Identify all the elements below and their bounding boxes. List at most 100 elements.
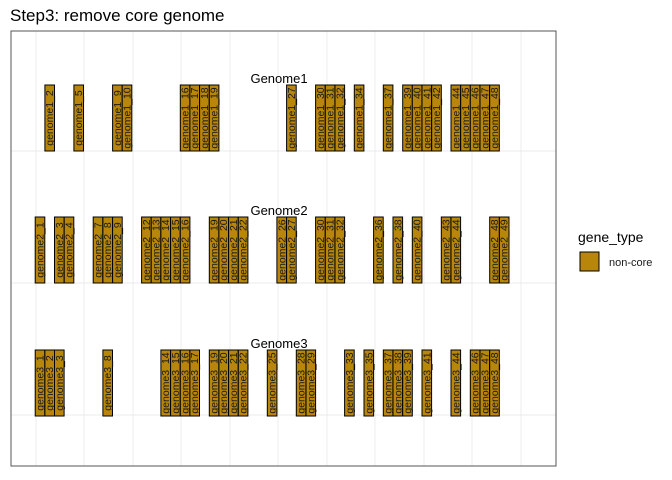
gene-box [450,216,462,284]
gene-label: genome1_40 [412,87,424,148]
legend-entries: non-core [579,251,652,272]
gene-label: genome2_43 [441,219,453,280]
gene-label: genome2_38 [392,219,404,280]
gene-label: genome1_47 [479,87,491,148]
gene-label: genome3_2 [44,355,56,411]
gene-box [344,349,355,417]
gene-box [54,349,65,417]
gene-label: genome2_20 [218,219,230,280]
chart-title: Step3: remove core genome [10,6,225,25]
gene-box [334,216,346,284]
gene-label: genome3_16 [180,352,192,413]
gene-label: genome3_38 [392,352,404,413]
gene-box [498,216,510,284]
gene-box [63,216,75,284]
gene-label: genome2_14 [160,219,172,280]
gene-label: genome1_48 [489,87,501,148]
gene-box [334,84,346,152]
gene-label: genome1_19 [209,87,221,148]
gene-box [286,216,297,284]
gene-label: genome1_2 [44,90,56,146]
gene-label: genome3_28 [296,352,308,413]
gene-label: genome3_22 [238,352,250,413]
gene-label: genome1_45 [460,87,472,148]
gene-label: genome1_9 [112,90,124,146]
gene-label: genome3_41 [421,352,433,413]
gene-box [363,349,375,417]
gene-label: genome1_18 [199,87,211,148]
gene-label: genome1_32 [334,87,346,148]
legend-title: gene_type [578,229,644,245]
gene-box [73,84,85,152]
gene-box [402,349,413,417]
gene-label: genome2_4 [64,222,76,278]
gene-box [266,349,278,417]
gene-box [44,84,56,152]
gene-label: genome1_30 [315,87,327,148]
gene-label: genome3_25 [267,352,279,413]
gene-label: genome2_21 [228,219,240,280]
gene-box [373,216,384,284]
gene-label: genome2_16 [180,219,192,280]
gene-box [34,216,46,284]
gene-box [179,216,191,284]
gene-label: genome3_44 [450,352,462,413]
gene-box [121,84,133,152]
gene-label: genome3_20 [218,352,230,413]
gene-label: genome1_5 [73,90,85,146]
gene-box [237,216,249,284]
gene-label: genome3_19 [209,352,221,413]
gene-label: genome2_3 [54,222,66,278]
gene-box [450,349,462,417]
gene-box [421,349,433,417]
gene-box [411,216,423,284]
gene-label: genome2_27 [286,219,298,280]
gene-box [305,349,317,417]
gene-label: genome2_12 [141,219,153,280]
gene-label: genome2_22 [238,219,250,280]
gene-box [286,84,297,152]
gene-label: genome3_21 [228,352,240,413]
gene-label: genome1_37 [383,87,395,148]
gene-box [489,84,500,152]
gene-label: genome1_46 [470,87,482,148]
gene-box [353,84,365,152]
gene-box [112,216,123,284]
gene-label: genome3_37 [383,352,395,413]
gene-label: genome3_15 [170,352,182,413]
gene-label: genome2_32 [334,219,346,280]
gene-label: genome3_14 [160,352,172,413]
genome-track-label: Genome1 [250,71,307,86]
gene-label: genome1_44 [450,87,462,148]
gene-label: genome3_33 [344,352,356,413]
gene-label: genome1_10 [122,87,134,148]
gene-box [237,349,249,417]
gene-label: genome1_34 [354,87,366,148]
panel-border [10,30,557,467]
genome-track-label: Genome3 [250,336,307,351]
gene-label: genome2_49 [499,219,511,280]
gene-box [208,84,220,152]
gene-label: genome2_13 [151,219,163,280]
gene-box [489,349,500,417]
gene-label: genome2_1 [35,222,47,278]
gene-label: genome3_47 [479,352,491,413]
gene-label: genome3_35 [363,352,375,413]
gene-label: genome2_30 [315,219,327,280]
gene-box [431,84,442,152]
gene-box [102,349,114,417]
gene-label: genome1_31 [325,87,337,148]
gene-box [382,84,394,152]
gene-label: genome3_39 [402,352,414,413]
gene-label: genome1_39 [402,87,414,148]
gene-label: genome2_31 [325,219,337,280]
gene-label: genome1_42 [431,87,443,148]
gene-label: genome3_3 [54,355,66,411]
gene-label: genome2_19 [209,219,221,280]
gene-label: genome3_8 [102,355,114,411]
gene-label: genome2_48 [489,219,501,280]
